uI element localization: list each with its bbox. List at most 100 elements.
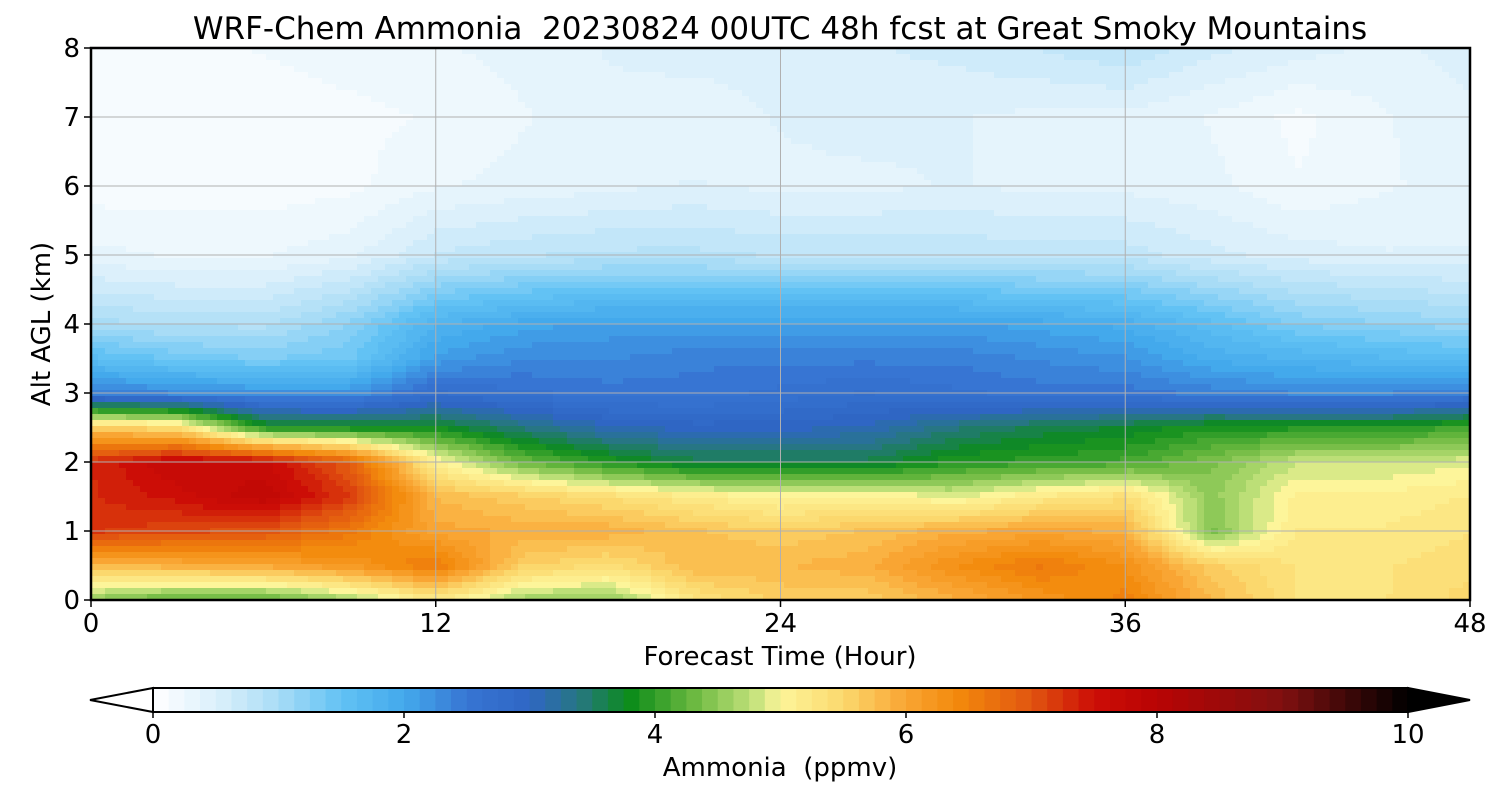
field-cell <box>644 72 652 79</box>
field-cell <box>1022 150 1030 157</box>
field-cell <box>1428 186 1436 193</box>
field-cell <box>833 96 841 103</box>
field-cell <box>1421 132 1429 139</box>
field-cell <box>399 60 407 67</box>
field-cell <box>1183 162 1191 169</box>
field-cell <box>630 84 638 91</box>
field-cell <box>441 60 449 67</box>
field-cell <box>1008 54 1016 61</box>
field-cell <box>749 186 757 193</box>
field-cell <box>686 132 694 139</box>
field-cell <box>273 102 281 109</box>
field-cell <box>1162 174 1170 181</box>
field-cell <box>364 126 372 133</box>
field-cell <box>623 60 631 67</box>
field-cell <box>1176 72 1184 79</box>
field-cell <box>1148 78 1156 85</box>
field-cell <box>1435 90 1443 97</box>
field-cell <box>1176 132 1184 139</box>
field-cell <box>1232 162 1240 169</box>
field-cell <box>490 174 498 181</box>
field-cell <box>1309 48 1317 55</box>
field-cell <box>1029 174 1037 181</box>
field-cell <box>812 192 820 199</box>
field-cell <box>315 186 323 193</box>
field-cell <box>1372 84 1380 91</box>
field-cell <box>910 60 918 67</box>
field-cell <box>315 108 323 115</box>
field-cell <box>420 168 428 175</box>
field-cell <box>770 144 778 151</box>
field-cell <box>238 54 246 61</box>
field-cell <box>1316 72 1324 79</box>
field-cell <box>126 186 134 193</box>
field-cell <box>1190 162 1198 169</box>
field-cell <box>938 120 946 127</box>
field-cell <box>1302 144 1310 151</box>
field-cell <box>1407 54 1415 61</box>
field-cell <box>161 174 169 181</box>
field-cell <box>161 138 169 145</box>
field-cell <box>1050 102 1058 109</box>
field-cell <box>1078 78 1086 85</box>
field-cell <box>945 132 953 139</box>
field-cell <box>910 108 918 115</box>
field-cell <box>1456 102 1464 109</box>
field-cell <box>189 150 197 157</box>
field-cell <box>455 174 463 181</box>
field-cell <box>756 54 764 61</box>
field-cell <box>819 186 827 193</box>
field-cell <box>1239 144 1247 151</box>
field-cell <box>707 102 715 109</box>
field-cell <box>959 126 967 133</box>
field-cell <box>1337 108 1345 115</box>
field-cell <box>434 96 442 103</box>
field-cell <box>938 192 946 199</box>
field-cell <box>1274 48 1282 55</box>
field-cell <box>658 120 666 127</box>
field-cell <box>966 174 974 181</box>
field-cell <box>294 144 302 151</box>
field-cell <box>1449 138 1457 145</box>
field-cell <box>889 84 897 91</box>
field-cell <box>1106 60 1114 67</box>
field-cell <box>483 84 491 91</box>
field-cell <box>672 84 680 91</box>
field-cell <box>826 186 834 193</box>
field-cell <box>350 120 358 127</box>
field-cell <box>147 48 155 55</box>
field-cell <box>476 162 484 169</box>
field-cell <box>224 72 232 79</box>
field-cell <box>868 192 876 199</box>
field-cell <box>1015 78 1023 85</box>
field-cell <box>294 180 302 187</box>
field-cell <box>1309 60 1317 67</box>
field-cell <box>1211 90 1219 97</box>
field-cell <box>903 168 911 175</box>
field-cell <box>406 156 414 163</box>
field-cell <box>224 180 232 187</box>
field-cell <box>476 120 484 127</box>
field-cell <box>1022 186 1030 193</box>
field-cell <box>952 180 960 187</box>
field-cell <box>434 138 442 145</box>
field-cell <box>567 174 575 181</box>
field-cell <box>567 72 575 79</box>
field-cell <box>462 102 470 109</box>
field-cell <box>1183 186 1191 193</box>
field-cell <box>581 162 589 169</box>
field-cell <box>1295 54 1303 61</box>
field-cell <box>770 168 778 175</box>
field-cell <box>672 102 680 109</box>
field-cell <box>560 192 568 199</box>
field-cell <box>1372 138 1380 145</box>
field-cell <box>959 132 967 139</box>
field-cell <box>1309 102 1317 109</box>
field-cell <box>427 162 435 169</box>
field-cell <box>833 150 841 157</box>
field-cell <box>462 66 470 73</box>
field-cell <box>658 186 666 193</box>
field-cell <box>476 174 484 181</box>
field-cell <box>1253 96 1261 103</box>
